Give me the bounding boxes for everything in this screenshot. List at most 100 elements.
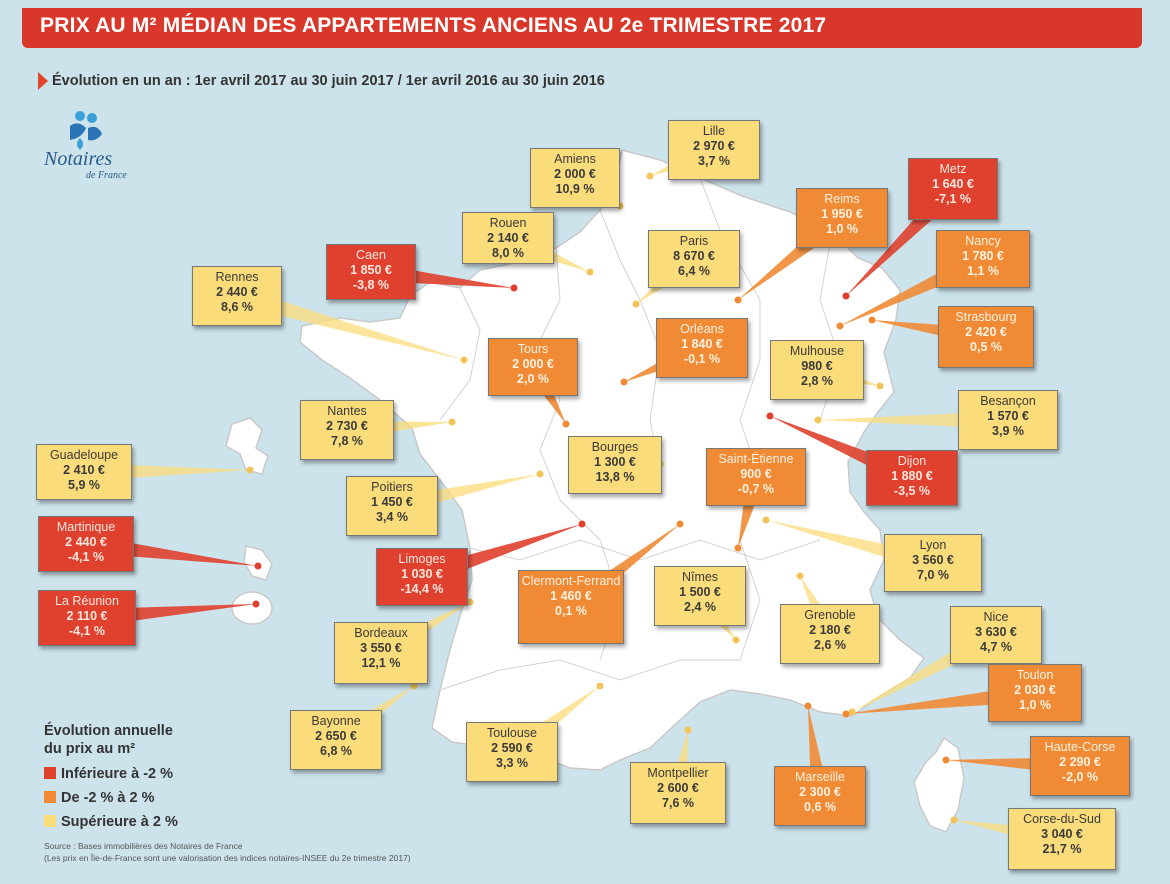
city-price: 2 110 € <box>66 609 108 623</box>
city-label-nancy: Nancy 1 780 €1,1 % <box>936 230 1030 288</box>
city-name: Besançon <box>980 394 1036 408</box>
city-marker-mulhouse <box>876 382 884 390</box>
city-name: Bourges <box>591 440 639 454</box>
city-name: Metz <box>939 162 967 176</box>
city-label-toulon: Toulon 2 030 €1,0 % <box>988 664 1082 722</box>
city-change: 2,0 % <box>517 372 549 386</box>
city-marker-orleans <box>620 378 628 386</box>
city-change: 7,0 % <box>917 568 949 582</box>
city-price: 2 030 € <box>1014 683 1056 697</box>
city-marker-clermont-ferrand <box>676 520 684 528</box>
city-marker-montpellier <box>684 726 692 734</box>
city-label-paris: Paris 8 670 €6,4 % <box>648 230 740 288</box>
city-name: Nancy <box>965 234 1001 248</box>
city-price: 2 000 € <box>554 167 596 181</box>
city-marker-toulouse <box>596 682 604 690</box>
city-change: 6,8 % <box>320 744 352 758</box>
city-label-rennes: Rennes 2 440 €8,6 % <box>192 266 282 326</box>
legend-label: De -2 % à 2 % <box>61 790 155 806</box>
city-label-nimes: Nîmes 1 500 €2,4 % <box>654 566 746 626</box>
city-change: 2,4 % <box>684 600 716 614</box>
city-name: Toulon <box>1016 668 1054 682</box>
city-price: 2 000 € <box>512 357 554 371</box>
city-name: Rennes <box>215 270 259 284</box>
city-name: Grenoble <box>804 608 856 622</box>
city-label-montpellier: Montpellier 2 600 €7,6 % <box>630 762 726 824</box>
city-name: Clermont-Ferrand <box>521 574 621 588</box>
city-name: La Réunion <box>55 594 119 608</box>
city-price: 900 € <box>740 467 772 481</box>
city-label-metz: Metz 1 640 € -7,1 % <box>908 158 998 220</box>
city-change: 1,0 % <box>1019 698 1051 712</box>
city-label-limoges: Limoges 1 030 € -14,4 % <box>376 548 468 606</box>
page-title: PRIX AU M² MÉDIAN DES APPARTEMENTS ANCIE… <box>40 14 827 37</box>
city-name: Saint-Étienne <box>718 452 794 466</box>
subtitle-arrow-icon <box>38 72 48 90</box>
city-price: 3 630 € <box>975 625 1017 639</box>
title-banner <box>22 8 1142 48</box>
city-change: -0,7 % <box>737 482 775 496</box>
city-marker-paris <box>632 300 640 308</box>
city-name: Tours <box>517 342 549 356</box>
city-label-nantes: Nantes 2 730 €7,8 % <box>300 400 394 460</box>
city-price: 1 570 € <box>987 409 1029 423</box>
legend-swatch-orange <box>44 791 56 803</box>
city-label-guadeloupe: Guadeloupe 2 410 €5,9 % <box>36 444 132 500</box>
city-change: 6,4 % <box>678 264 710 278</box>
city-price: 2 590 € <box>491 741 533 755</box>
legend-title-line1: Évolution annuelle <box>44 723 173 739</box>
logo-subtitle: de France <box>86 170 127 181</box>
legend-label: Inférieure à -2 % <box>61 766 174 782</box>
city-label-strasbourg: Strasbourg 2 420 €0,5 % <box>938 306 1034 368</box>
city-change: -0,1 % <box>683 352 721 366</box>
city-name: Montpellier <box>647 766 709 780</box>
city-marker-nice <box>848 708 856 716</box>
corsica <box>913 736 965 833</box>
city-label-rouen: Rouen 2 140 €8,0 % <box>462 212 554 264</box>
city-name: Paris <box>679 234 709 248</box>
city-label-caen: Caen 1 850 € -3,8 % <box>326 244 416 300</box>
city-price: 980 € <box>801 359 833 373</box>
city-price: 1 500 € <box>679 585 721 599</box>
city-price: 1 030 € <box>401 567 443 581</box>
city-price: 1 880 € <box>891 469 933 483</box>
legend-title-line2: du prix au m² <box>44 741 136 757</box>
city-price: 1 640 € <box>932 177 974 191</box>
city-marker-bayonne <box>410 682 418 690</box>
city-price: 3 560 € <box>912 553 954 567</box>
city-price: 2 410 € <box>63 463 105 477</box>
city-name: Guadeloupe <box>49 448 119 462</box>
city-price: 2 970 € <box>693 139 735 153</box>
city-marker-marseille <box>804 702 812 710</box>
city-change: 13,8 % <box>595 470 635 484</box>
city-change: 21,7 % <box>1042 842 1082 856</box>
city-price: 2 650 € <box>315 729 357 743</box>
city-price: 2 730 € <box>326 419 368 433</box>
city-name: Rouen <box>489 216 527 230</box>
city-marker-metz <box>842 292 850 300</box>
city-label-poitiers: Poitiers 1 450 €3,4 % <box>346 476 438 536</box>
city-change: 7,8 % <box>331 434 363 448</box>
source-note: Source : Bases immobilières des Notaires… <box>44 840 411 864</box>
city-name: Caen <box>356 248 386 262</box>
legend-swatch-yellow <box>44 815 56 827</box>
reunion-island <box>231 591 273 625</box>
city-name: Mulhouse <box>789 344 845 358</box>
city-name: Bayonne <box>311 714 361 728</box>
logo-name: Notaires <box>44 148 113 170</box>
city-label-lille: Lille 2 970 €3,7 % <box>668 120 760 180</box>
city-marker-besancon <box>814 416 822 424</box>
city-label-bayonne: Bayonne 2 650 €6,8 % <box>290 710 382 770</box>
city-price: 3 040 € <box>1041 827 1083 841</box>
legend-swatch-red <box>44 767 56 779</box>
city-change: 8,6 % <box>221 300 253 314</box>
city-marker-saint-etienne <box>734 544 742 552</box>
city-price: 2 420 € <box>965 325 1007 339</box>
city-name: Nîmes <box>681 570 719 584</box>
city-price: 1 460 € <box>550 589 592 603</box>
region-borders <box>439 177 841 691</box>
city-change: 3,3 % <box>496 756 528 770</box>
city-marker-rouen <box>586 268 594 276</box>
city-name: Dijon <box>897 454 927 468</box>
city-label-toulouse: Toulouse 2 590 €3,3 % <box>466 722 558 782</box>
